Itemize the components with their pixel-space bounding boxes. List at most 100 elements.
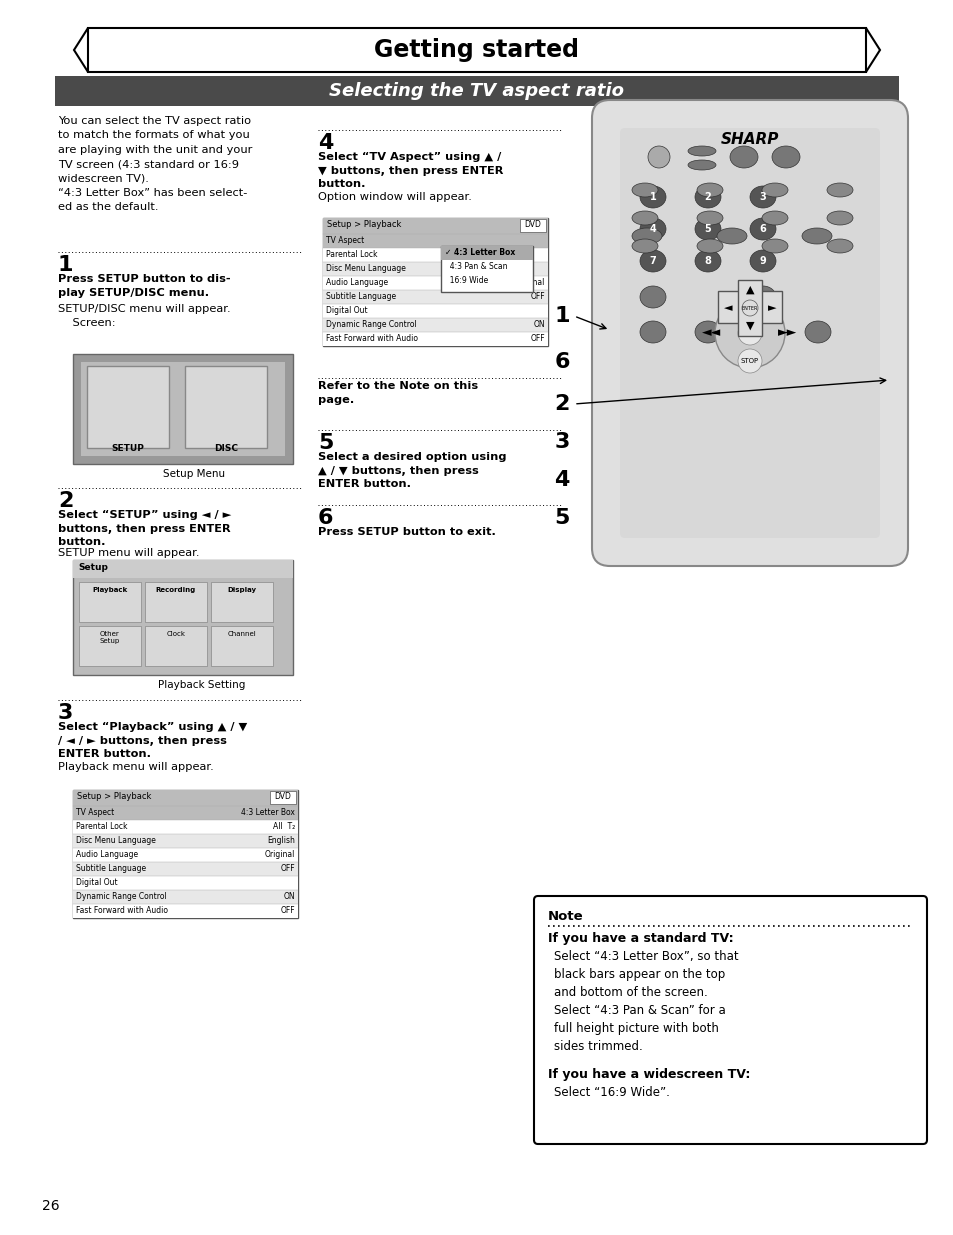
FancyBboxPatch shape (534, 897, 926, 1144)
Ellipse shape (697, 240, 722, 253)
Text: Select “4:3 Letter Box”, so that
black bars appear on the top
and bottom of the : Select “4:3 Letter Box”, so that black b… (554, 950, 738, 1053)
Text: Select “Playback” using ▲ / ▼
/ ◄ / ► buttons, then press
ENTER button.: Select “Playback” using ▲ / ▼ / ◄ / ► bu… (58, 722, 247, 760)
Text: Select “SETUP” using ◄ / ►
buttons, then press ENTER
button.: Select “SETUP” using ◄ / ► buttons, then… (58, 510, 232, 547)
FancyBboxPatch shape (73, 790, 297, 806)
FancyBboxPatch shape (73, 876, 297, 890)
FancyBboxPatch shape (440, 246, 533, 291)
Text: 1: 1 (649, 191, 656, 203)
Text: OFF: OFF (530, 333, 544, 343)
Text: All  T₂: All T₂ (273, 823, 294, 831)
Ellipse shape (639, 186, 665, 207)
Circle shape (738, 321, 761, 345)
Text: Select “TV Aspect” using ▲ /
▼ buttons, then press ENTER
button.: Select “TV Aspect” using ▲ / ▼ buttons, … (317, 152, 503, 189)
FancyBboxPatch shape (323, 290, 547, 304)
Text: 16:9 Wide: 16:9 Wide (444, 275, 488, 285)
Text: 3: 3 (554, 432, 569, 452)
Ellipse shape (729, 146, 758, 168)
FancyBboxPatch shape (323, 262, 547, 275)
Text: Digital Out: Digital Out (76, 878, 117, 887)
Text: Digital Out: Digital Out (326, 306, 367, 315)
Circle shape (738, 350, 761, 373)
Text: Press SETUP button to dis-
play SETUP/DISC menu.: Press SETUP button to dis- play SETUP/DI… (58, 274, 231, 298)
Text: Parental Lock: Parental Lock (326, 249, 377, 259)
FancyBboxPatch shape (619, 128, 879, 538)
Text: Setup > Playback: Setup > Playback (77, 792, 152, 802)
Text: Original: Original (514, 278, 544, 287)
Text: TV Aspect: TV Aspect (326, 236, 364, 245)
Text: Setup > Playback: Setup > Playback (327, 220, 401, 228)
Text: Playback: Playback (92, 587, 128, 593)
FancyBboxPatch shape (73, 862, 297, 876)
Text: 5: 5 (317, 433, 333, 453)
Text: 4:3 Letter Box: 4:3 Letter Box (241, 808, 294, 818)
Text: Audio Language: Audio Language (326, 278, 388, 287)
Text: ►►: ►► (778, 326, 797, 340)
Text: 6: 6 (554, 352, 569, 372)
Ellipse shape (695, 219, 720, 240)
Text: ON: ON (533, 320, 544, 329)
FancyBboxPatch shape (519, 219, 545, 232)
Ellipse shape (687, 146, 716, 156)
Text: Other
Setup: Other Setup (100, 631, 120, 643)
Text: SETUP: SETUP (112, 445, 144, 453)
FancyBboxPatch shape (73, 559, 293, 578)
Text: 4: 4 (554, 471, 569, 490)
Text: 2: 2 (58, 492, 73, 511)
Text: If you have a standard TV:: If you have a standard TV: (547, 932, 733, 945)
Text: 26: 26 (42, 1199, 59, 1213)
FancyBboxPatch shape (211, 582, 273, 622)
Ellipse shape (771, 146, 800, 168)
Ellipse shape (749, 219, 775, 240)
Text: Option window will appear.: Option window will appear. (317, 191, 472, 203)
Ellipse shape (717, 228, 746, 245)
FancyBboxPatch shape (73, 848, 297, 862)
Text: 1: 1 (554, 306, 569, 326)
Text: 6: 6 (317, 508, 334, 529)
FancyBboxPatch shape (81, 362, 285, 456)
Text: ◄: ◄ (723, 303, 732, 312)
FancyBboxPatch shape (718, 291, 781, 324)
Text: Playback menu will appear.: Playback menu will appear. (58, 762, 213, 772)
Ellipse shape (761, 211, 787, 225)
Text: 5: 5 (554, 508, 569, 529)
Circle shape (714, 298, 784, 368)
Text: 9: 9 (759, 256, 765, 266)
Text: 3: 3 (759, 191, 765, 203)
Ellipse shape (687, 161, 716, 170)
Ellipse shape (639, 249, 665, 272)
FancyBboxPatch shape (323, 317, 547, 332)
Ellipse shape (761, 183, 787, 198)
Text: Disc Menu Language: Disc Menu Language (326, 264, 405, 273)
FancyBboxPatch shape (55, 77, 898, 106)
Text: SETUP/DISC menu will appear.
    Screen:: SETUP/DISC menu will appear. Screen: (58, 304, 231, 327)
Text: Clock: Clock (167, 631, 185, 637)
Ellipse shape (749, 321, 775, 343)
Text: OFF: OFF (280, 864, 294, 873)
Text: Dynamic Range Control: Dynamic Range Control (326, 320, 416, 329)
Text: STOP: STOP (740, 358, 759, 364)
FancyBboxPatch shape (73, 834, 297, 848)
Text: Setup: Setup (78, 563, 108, 572)
Text: ENTER: ENTER (741, 305, 758, 310)
Text: ▶: ▶ (745, 314, 754, 324)
Text: Parental Lock: Parental Lock (76, 823, 128, 831)
Text: Select “16:9 Wide”.: Select “16:9 Wide”. (554, 1086, 669, 1099)
Text: Dynamic Range Control: Dynamic Range Control (76, 892, 167, 902)
Ellipse shape (631, 228, 661, 245)
FancyBboxPatch shape (73, 354, 293, 464)
FancyBboxPatch shape (73, 904, 297, 918)
Ellipse shape (639, 219, 665, 240)
Ellipse shape (826, 211, 852, 225)
Text: OFF: OFF (530, 291, 544, 301)
Text: 3: 3 (58, 703, 73, 722)
FancyBboxPatch shape (323, 275, 547, 290)
Text: Channel: Channel (228, 631, 256, 637)
Text: Note: Note (547, 910, 583, 923)
Text: SETUP menu will appear.: SETUP menu will appear. (58, 548, 199, 558)
Circle shape (741, 300, 758, 316)
Ellipse shape (631, 211, 658, 225)
Text: Fast Forward with Audio: Fast Forward with Audio (326, 333, 417, 343)
Text: 7: 7 (649, 256, 656, 266)
Text: Refer to the Note on this
page.: Refer to the Note on this page. (317, 382, 477, 405)
Text: 2: 2 (704, 191, 711, 203)
